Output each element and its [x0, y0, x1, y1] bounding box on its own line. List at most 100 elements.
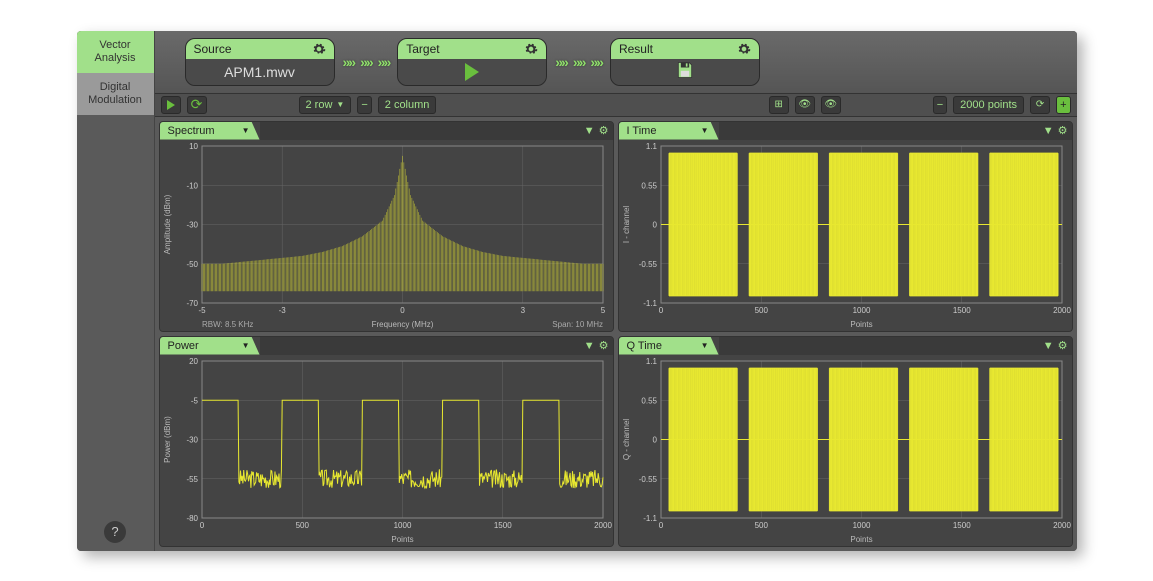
sidebar: VectorAnalysis DigitalModulation ? — [77, 31, 155, 551]
chart-title-label: I Time — [627, 125, 657, 137]
gear-icon[interactable] — [524, 42, 538, 56]
cols-dropdown[interactable]: 2 column — [378, 96, 437, 114]
chart-title-label: Spectrum — [168, 125, 215, 137]
svg-text:2000: 2000 — [1053, 306, 1071, 315]
chart-menu-icon[interactable]: ▼ — [584, 125, 595, 137]
points-field[interactable]: 2000 points — [953, 96, 1024, 114]
chart-menu-icon[interactable]: ▼ — [1043, 125, 1054, 137]
svg-text:-1.1: -1.1 — [643, 299, 657, 308]
flow-node-result[interactable]: Result — [610, 38, 760, 86]
gear-icon[interactable]: ⚙ — [599, 124, 609, 137]
svg-text:-5: -5 — [190, 396, 198, 405]
gear-icon[interactable] — [312, 42, 326, 56]
toolbar-loop-button[interactable]: ⟳ — [187, 96, 207, 114]
chart-title-itime[interactable]: I Time▼ — [619, 122, 719, 140]
svg-text:2000: 2000 — [594, 521, 612, 530]
chart-menu-icon[interactable]: ▼ — [584, 340, 595, 352]
svg-text:I - channel: I - channel — [622, 205, 631, 243]
svg-text:Span: 10 MHz: Span: 10 MHz — [552, 320, 603, 329]
flow-result-title: Result — [619, 42, 653, 56]
flow-source-title: Source — [194, 42, 232, 56]
flow-bar: Source APM1.mwv »»»»»» Target — [155, 31, 1077, 93]
svg-text:-70: -70 — [186, 299, 198, 308]
svg-text:1500: 1500 — [952, 306, 970, 315]
cols-label: 2 column — [385, 99, 430, 111]
flow-target-title: Target — [406, 42, 439, 56]
svg-text:0: 0 — [400, 306, 405, 315]
chart-title-spectrum[interactable]: Spectrum▼ — [160, 122, 260, 140]
chart-title-qtime[interactable]: Q Time▼ — [619, 337, 719, 355]
svg-text:1500: 1500 — [952, 521, 970, 530]
chart-itime: I Time▼ ▼ ⚙ -1.1-0.5500.551.105001000150… — [618, 121, 1073, 332]
svg-text:-55: -55 — [186, 474, 198, 483]
flow-node-source[interactable]: Source APM1.mwv — [185, 38, 335, 86]
chart-title-label: Power — [168, 340, 199, 352]
chart-title-label: Q Time — [627, 340, 662, 352]
chart-grid: Spectrum▼ ▼ ⚙ -70-50-30-1010-5-3035Frequ… — [155, 117, 1077, 551]
points-minus[interactable]: − — [933, 96, 947, 114]
svg-text:-30: -30 — [186, 435, 198, 444]
points-plus[interactable]: + — [1056, 96, 1070, 114]
svg-text:-80: -80 — [186, 514, 198, 523]
svg-text:3: 3 — [520, 306, 525, 315]
toolbar-play-button[interactable] — [161, 96, 181, 114]
svg-text:-0.55: -0.55 — [638, 474, 657, 483]
app-window: VectorAnalysis DigitalModulation ? Sourc… — [77, 31, 1077, 551]
svg-text:1.1: 1.1 — [645, 357, 657, 366]
sidebar-tab-digital-modulation[interactable]: DigitalModulation — [77, 73, 154, 115]
gear-icon[interactable] — [737, 42, 751, 56]
svg-text:500: 500 — [754, 521, 768, 530]
view-icon-1[interactable]: ⊞ — [769, 96, 789, 114]
svg-text:-10: -10 — [186, 181, 198, 190]
svg-text:-50: -50 — [186, 259, 198, 268]
chart-spectrum: Spectrum▼ ▼ ⚙ -70-50-30-1010-5-3035Frequ… — [159, 121, 614, 332]
help-button[interactable]: ? — [104, 521, 126, 543]
chart-qtime: Q Time▼ ▼ ⚙ -1.1 -0.55 0 0.55 1.1 0 500 1000 150… — [618, 336, 1073, 547]
svg-text:-5: -5 — [198, 306, 206, 315]
chart-power: Power▼ ▼ ⚙ -80-55-30-5200500100015002000… — [159, 336, 614, 547]
svg-text:500: 500 — [295, 521, 309, 530]
points-refresh[interactable]: ⟳ — [1030, 96, 1050, 114]
rows-dropdown[interactable]: 2 row▼ — [299, 96, 352, 114]
svg-text:1000: 1000 — [852, 521, 870, 530]
svg-text:Amplitude (dBm): Amplitude (dBm) — [163, 194, 172, 254]
rows-minus[interactable]: − — [357, 96, 371, 114]
svg-text:1500: 1500 — [493, 521, 511, 530]
svg-text:-30: -30 — [186, 220, 198, 229]
view-icon-3[interactable]: 👁 — [821, 96, 841, 114]
svg-text:10: 10 — [189, 142, 198, 151]
flow-chevrons-1: »»»»»» — [343, 54, 390, 70]
main-area: Source APM1.mwv »»»»»» Target — [155, 31, 1077, 551]
chart-menu-icon[interactable]: ▼ — [1043, 340, 1054, 352]
svg-text:1000: 1000 — [393, 521, 411, 530]
svg-text:-0.55: -0.55 — [638, 259, 657, 268]
gear-icon[interactable]: ⚙ — [1058, 124, 1068, 137]
svg-text:500: 500 — [754, 306, 768, 315]
svg-text:0: 0 — [658, 306, 663, 315]
svg-text:1000: 1000 — [852, 306, 870, 315]
svg-text:Q - channel: Q - channel — [622, 418, 631, 460]
rows-label: 2 row — [306, 99, 333, 111]
svg-text:0: 0 — [652, 435, 657, 444]
svg-text:-3: -3 — [278, 306, 286, 315]
svg-text:-1.1: -1.1 — [643, 514, 657, 523]
points-label: 2000 points — [960, 99, 1017, 111]
chart-title-power[interactable]: Power▼ — [160, 337, 260, 355]
svg-text:0: 0 — [658, 521, 663, 530]
svg-text:Points: Points — [850, 320, 872, 329]
svg-text:0.55: 0.55 — [641, 396, 657, 405]
save-icon[interactable] — [675, 60, 695, 83]
svg-text:Points: Points — [391, 535, 413, 544]
view-icon-2[interactable]: 👁 — [795, 96, 815, 114]
svg-text:RBW: 8.5 KHz: RBW: 8.5 KHz — [202, 320, 253, 329]
gear-icon[interactable]: ⚙ — [1058, 339, 1068, 352]
gear-icon[interactable]: ⚙ — [599, 339, 609, 352]
flow-source-value: APM1.mwv — [186, 59, 334, 85]
flow-node-target[interactable]: Target — [397, 38, 547, 86]
play-icon[interactable] — [465, 63, 479, 81]
svg-text:Points: Points — [850, 535, 872, 544]
svg-text:Power (dBm): Power (dBm) — [163, 415, 172, 462]
svg-text:2000: 2000 — [1053, 521, 1071, 530]
sidebar-tab-vector-analysis[interactable]: VectorAnalysis — [77, 31, 154, 73]
flow-chevrons-2: »»»»»» — [555, 54, 602, 70]
